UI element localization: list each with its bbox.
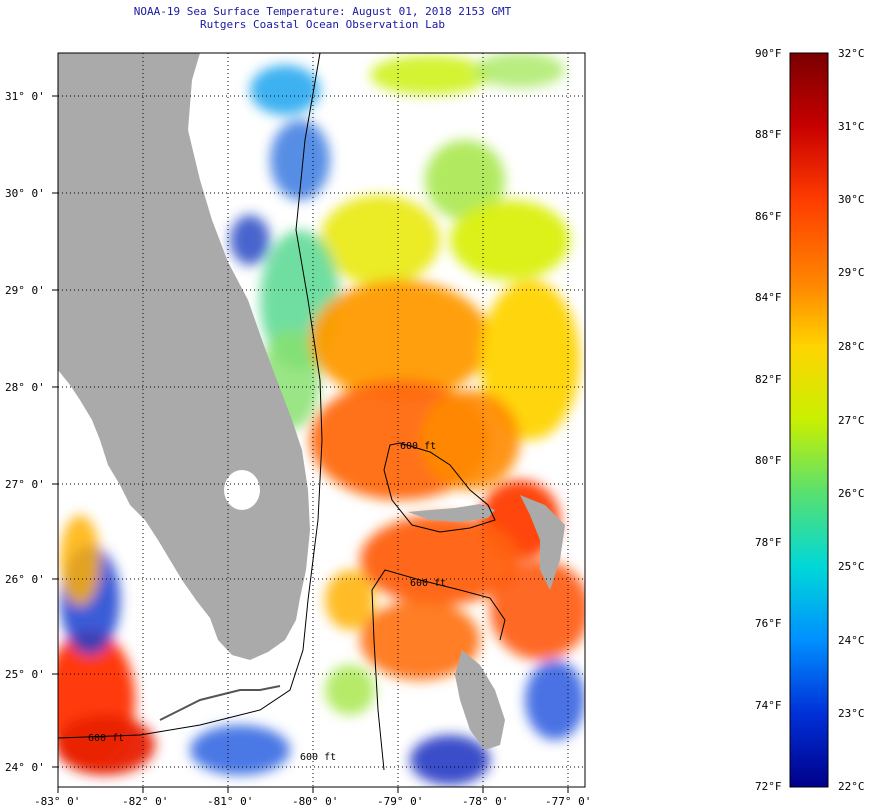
contour-label: 600 ft [400, 441, 436, 452]
depth-contours [58, 53, 506, 771]
lon-label: -77° 0' [545, 795, 591, 808]
lat-label: 26° 0' [5, 573, 45, 586]
colorbar-f-label: 88°F [755, 128, 782, 141]
colorbar-c-label: 32°C [838, 47, 865, 60]
colorbar-c-label: 23°C [838, 707, 865, 720]
colorbar-c-label: 26°C [838, 487, 865, 500]
colorbar-c-label: 25°C [838, 560, 865, 573]
colorbar-c-label: 24°C [838, 634, 865, 647]
colorbar-f-label: 82°F [755, 373, 782, 386]
map-border [57, 52, 586, 788]
lake-okeechobee [224, 470, 260, 510]
map-frame [58, 53, 585, 787]
lat-label: 25° 0' [5, 668, 45, 681]
colorbar-f-label: 86°F [755, 210, 782, 223]
abaco-land [520, 495, 565, 590]
lon-label: -81° 0' [207, 795, 253, 808]
grand-bahama-land [408, 504, 495, 522]
colorbar [789, 52, 829, 788]
map-subtitle: Rutgers Coastal Ocean Observation Lab [199, 18, 446, 31]
colorbar-f-label: 74°F [755, 699, 782, 712]
lon-label: -78° 0' [462, 795, 508, 808]
lon-label: -79° 0' [377, 795, 423, 808]
colorbar-c-label: 30°C [838, 193, 865, 206]
colorbar-c-label: 31°C [838, 120, 865, 133]
colorbar-f-labels: 90°F 88°F 86°F 84°F 82°F 80°F 78°F 76°F … [755, 47, 782, 793]
colorbar-f-label: 80°F [755, 454, 782, 467]
florida-keys [159, 685, 281, 721]
lat-label: 31° 0' [5, 90, 45, 103]
andros-land [455, 650, 505, 750]
axis-ticks [52, 95, 569, 793]
lon-label: -82° 0' [122, 795, 168, 808]
colorbar-f-label: 76°F [755, 617, 782, 630]
lat-label: 27° 0' [5, 478, 45, 491]
contour-label: 600 ft [410, 578, 446, 589]
lat-labels: 31° 0' 30° 0' 29° 0' 28° 0' 27° 0' 26° 0… [5, 90, 45, 774]
colorbar-f-label: 90°F [755, 47, 782, 60]
lat-label: 24° 0' [5, 761, 45, 774]
sst-overlay [58, 53, 585, 785]
colorbar-c-label: 29°C [838, 266, 865, 279]
colorbar-c-label: 27°C [838, 414, 865, 427]
lon-label: -83° 0' [34, 795, 80, 808]
colorbar-c-label: 28°C [838, 340, 865, 353]
lat-label: 28° 0' [5, 381, 45, 394]
map-title: NOAA-19 Sea Surface Temperature: August … [133, 5, 512, 18]
colorbar-f-label: 78°F [755, 536, 782, 549]
contour-label: 600 ft [300, 752, 336, 763]
lon-labels: -83° 0' -82° 0' -81° 0' -80° 0' -79° 0' … [34, 795, 591, 808]
colorbar-f-label: 72°F [755, 780, 782, 793]
lat-label: 30° 0' [5, 187, 45, 200]
colorbar-c-labels: 32°C 31°C 30°C 29°C 28°C 27°C 26°C 25°C … [838, 47, 865, 793]
lat-label: 29° 0' [5, 284, 45, 297]
contour-label: 600 ft [88, 733, 124, 744]
lon-label: -80° 0' [292, 795, 338, 808]
contour-labels: 600 ft 600 ft 600 ft 600 ft [88, 441, 446, 763]
colorbar-c-label: 22°C [838, 780, 865, 793]
colorbar-f-label: 84°F [755, 291, 782, 304]
